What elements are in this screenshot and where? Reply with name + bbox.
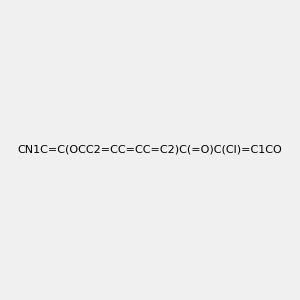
Text: CN1C=C(OCC2=CC=CC=C2)C(=O)C(Cl)=C1CO: CN1C=C(OCC2=CC=CC=C2)C(=O)C(Cl)=C1CO (18, 145, 282, 155)
